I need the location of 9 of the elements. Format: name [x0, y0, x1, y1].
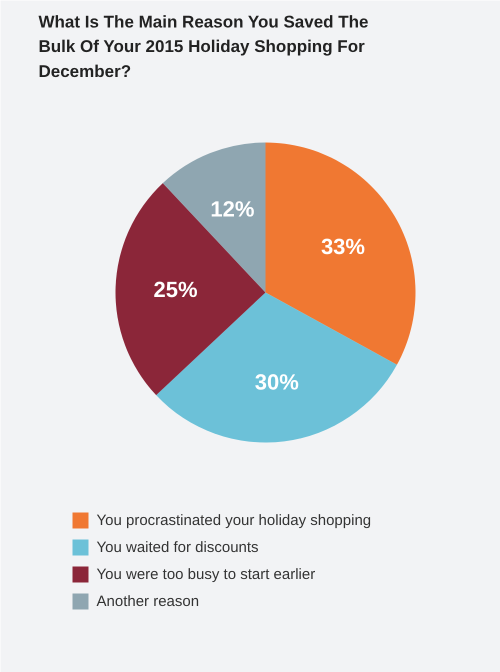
legend-label: Another reason: [96, 593, 200, 610]
legend-label: You were too busy to start earlier: [96, 566, 316, 583]
legend-label: You waited for discounts: [96, 539, 259, 556]
data-label: 12%: [210, 196, 254, 222]
data-label: 30%: [254, 369, 299, 394]
data-label: 33%: [320, 234, 365, 260]
data-label: 25%: [154, 277, 198, 302]
chart-title: What Is The Main Reason You Saved The Bulk Of Your 2015 Holiday Shopping For December?: [38, 12, 368, 81]
legend-label: You procrastinated your holiday shopping: [96, 512, 372, 529]
